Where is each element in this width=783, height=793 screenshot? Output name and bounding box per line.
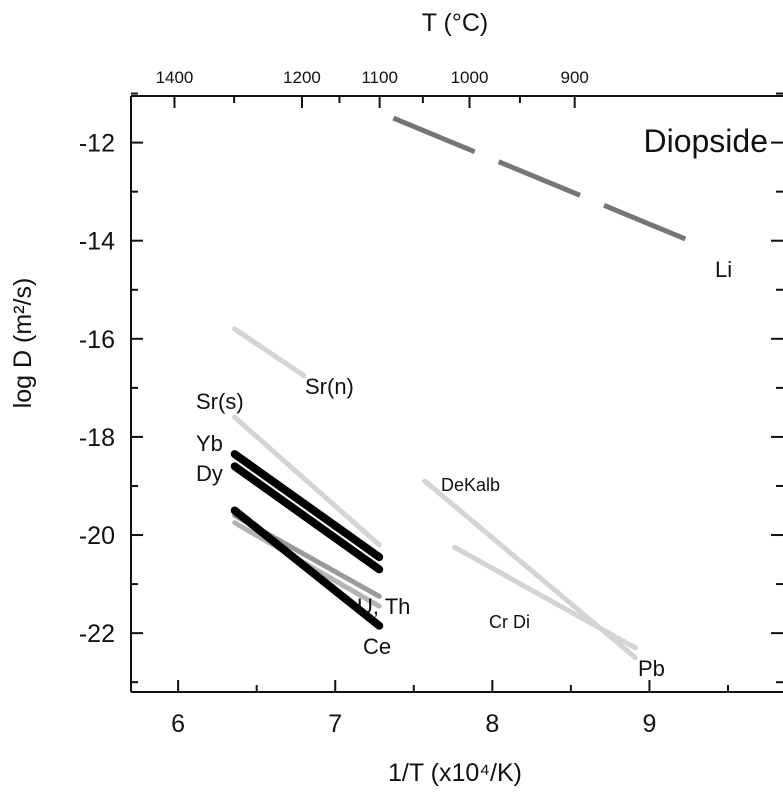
label-ce: Ce	[363, 634, 391, 659]
top-tick-label: 1200	[283, 68, 321, 87]
x-tick-label: 6	[171, 710, 185, 738]
series-cr-di	[452, 544, 638, 651]
right-axis	[771, 92, 783, 684]
label-li: Li	[715, 257, 732, 282]
label-pb: Pb	[638, 656, 665, 681]
top-tick-label: 900	[560, 68, 588, 87]
series-layer	[230, 115, 703, 661]
left-axis: -12 -14 -16 -18 -20 -22	[79, 92, 143, 684]
label-dy: Dy	[196, 461, 223, 486]
series-dy	[230, 462, 384, 574]
top-tick-label: 1000	[451, 68, 489, 87]
top-tick-label: 1400	[156, 68, 194, 87]
label-dekalb: DeKalb	[441, 475, 500, 495]
y-axis-title: log D (m²/s)	[9, 278, 37, 409]
panel-title: Diopside	[643, 123, 768, 159]
label-u-th: U, Th	[357, 594, 410, 619]
y-tick-label: -22	[79, 620, 115, 648]
y-tick-label: -18	[79, 424, 115, 452]
y-tick-label: -14	[79, 228, 115, 256]
x-tick-label: 8	[485, 710, 499, 738]
series-ce	[230, 506, 384, 630]
top-axis-title: T (°C)	[422, 9, 488, 37]
label-sr-n: Sr(n)	[305, 374, 354, 399]
plot-frame	[130, 95, 783, 693]
series-li	[392, 115, 703, 248]
x-axis-title: 1/T (x10⁴/K)	[388, 759, 522, 787]
top-tick-label: 1100	[361, 68, 398, 87]
series-yb	[230, 450, 384, 562]
x-tick-label: 9	[643, 710, 657, 738]
y-tick-label: -20	[79, 522, 115, 550]
label-yb: Yb	[196, 431, 223, 456]
series-sr-s-	[232, 414, 382, 548]
top-axis: 1400 1200 1100 1000 900	[156, 68, 589, 108]
bottom-axis: 6 7 8 9	[171, 680, 730, 738]
x-tick-label: 7	[328, 710, 342, 738]
series-sr-n-	[232, 326, 307, 379]
y-tick-label: -16	[79, 326, 115, 354]
label-sr-s: Sr(s)	[196, 389, 244, 414]
y-tick-label: -12	[79, 130, 115, 158]
label-cr-di: Cr Di	[489, 612, 530, 632]
